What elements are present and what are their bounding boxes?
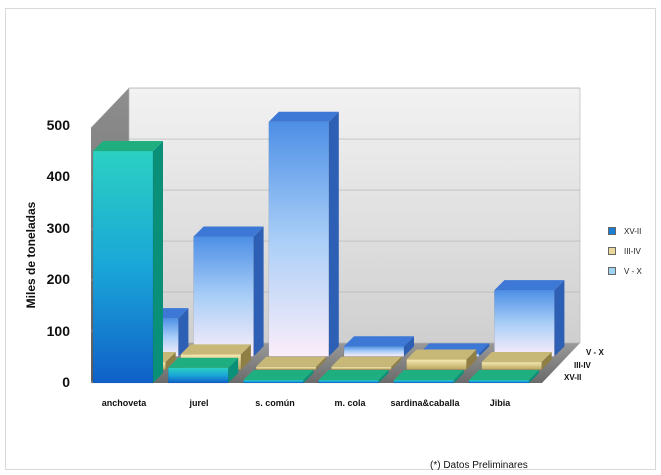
footnote: (*) Datos Preliminares xyxy=(430,460,528,471)
bar-side xyxy=(479,343,490,357)
depth-label: V - X xyxy=(586,348,604,357)
chart-border xyxy=(5,8,656,470)
bar-top xyxy=(344,336,414,347)
bar-top xyxy=(469,370,539,380)
x-tick-label: s. común xyxy=(255,398,295,408)
bar-front xyxy=(167,367,229,384)
x-tick-label: Jibia xyxy=(490,398,512,408)
bar-side xyxy=(541,352,552,370)
gridline xyxy=(90,87,130,129)
bar-side xyxy=(228,357,239,383)
bar-side xyxy=(391,356,402,370)
legend-label: III-IV xyxy=(624,246,641,256)
bars-group xyxy=(92,111,565,384)
y-tick-label: 300 xyxy=(47,220,71,236)
bar-v-x-1 xyxy=(193,226,264,357)
legend-label: XV-II xyxy=(624,226,642,236)
bar-xv-ii-2 xyxy=(243,370,314,384)
bar-side xyxy=(554,280,565,357)
bar-xv-ii-4 xyxy=(393,370,464,384)
bar-side xyxy=(153,140,163,383)
y-tick-label: 0 xyxy=(62,374,70,390)
bar-front xyxy=(92,150,154,384)
bar-xv-ii-1 xyxy=(167,357,239,384)
legend-item-v-x: V - X xyxy=(608,261,656,281)
legend-label: V - X xyxy=(624,266,642,276)
x-tick-label: sardina&caballa xyxy=(390,398,460,408)
bar-side xyxy=(240,344,251,370)
bar-top xyxy=(243,370,314,380)
bar-side xyxy=(303,370,314,383)
bar-iii-iv-4 xyxy=(406,349,477,370)
bar-front xyxy=(406,359,467,370)
bar-side xyxy=(529,370,539,383)
bar-top xyxy=(393,370,464,380)
x-tick-label: jurel xyxy=(188,398,208,408)
bar-v-x-5 xyxy=(494,280,565,357)
legend-item-xv-ii: XV-II xyxy=(608,221,656,241)
legend-swatch xyxy=(608,267,616,275)
legend-swatch xyxy=(608,247,616,255)
bar-side xyxy=(253,226,264,357)
depth-axis-labels: V - X III-IV XV-II xyxy=(564,348,604,382)
y-tick-label: 200 xyxy=(47,271,71,287)
bar-front xyxy=(193,236,254,357)
bar-xv-ii-3 xyxy=(318,370,389,384)
bar-side xyxy=(328,111,339,357)
bar-top xyxy=(168,357,239,368)
legend-item-iii-iv: III-IV xyxy=(608,241,656,261)
bar-side xyxy=(165,352,176,370)
bar-top xyxy=(180,344,251,355)
bar-top xyxy=(331,356,402,367)
y-axis: 0 100 200 300 400 500 xyxy=(47,117,71,390)
bar-top xyxy=(318,370,389,380)
bar-side xyxy=(453,370,464,383)
bar-v-x-2 xyxy=(268,111,339,357)
bar-side xyxy=(178,308,189,357)
bar-top xyxy=(481,352,552,363)
x-tick-label: m. cola xyxy=(334,398,366,408)
bar-xv-ii-5 xyxy=(468,370,539,384)
bar-side xyxy=(404,336,414,357)
x-tick-label: anchoveta xyxy=(102,398,148,408)
y-tick-label: 500 xyxy=(47,117,71,133)
y-tick-label: 400 xyxy=(47,168,71,184)
bar-front xyxy=(481,361,542,370)
bar-xv-ii-0 xyxy=(92,140,163,384)
bar-iii-iv-5 xyxy=(481,352,552,370)
bar-front xyxy=(318,379,379,384)
bar-top xyxy=(256,356,327,367)
legend: XV-II III-IV V - X xyxy=(608,221,656,281)
bar-front xyxy=(343,345,405,357)
bar-side xyxy=(466,349,477,370)
bar-front xyxy=(468,379,530,384)
bar-side xyxy=(316,356,327,370)
bar-top xyxy=(494,280,565,291)
bar-iii-iv-2 xyxy=(255,356,327,370)
bar-front xyxy=(331,366,392,370)
bar-top xyxy=(268,111,339,122)
bar-v-x-3 xyxy=(343,336,414,357)
y-tick-label: 100 xyxy=(47,323,71,339)
bar-side xyxy=(378,370,389,383)
depth-label: XV-II xyxy=(564,373,581,382)
bar-front xyxy=(268,121,330,357)
bar-top xyxy=(406,349,477,360)
depth-label: III-IV xyxy=(574,361,592,370)
bar-front xyxy=(494,289,555,357)
y-axis-title: Miles de toneladas xyxy=(24,201,38,308)
bar-front xyxy=(243,379,304,384)
x-axis-labels: anchoveta jurel s. común m. cola sardina… xyxy=(102,398,512,408)
bar-top xyxy=(193,226,264,237)
bar-iii-iv-3 xyxy=(331,356,402,370)
bar-front xyxy=(393,379,455,384)
legend-swatch xyxy=(608,227,616,235)
bar-top xyxy=(93,140,163,151)
bar-front xyxy=(255,366,317,370)
